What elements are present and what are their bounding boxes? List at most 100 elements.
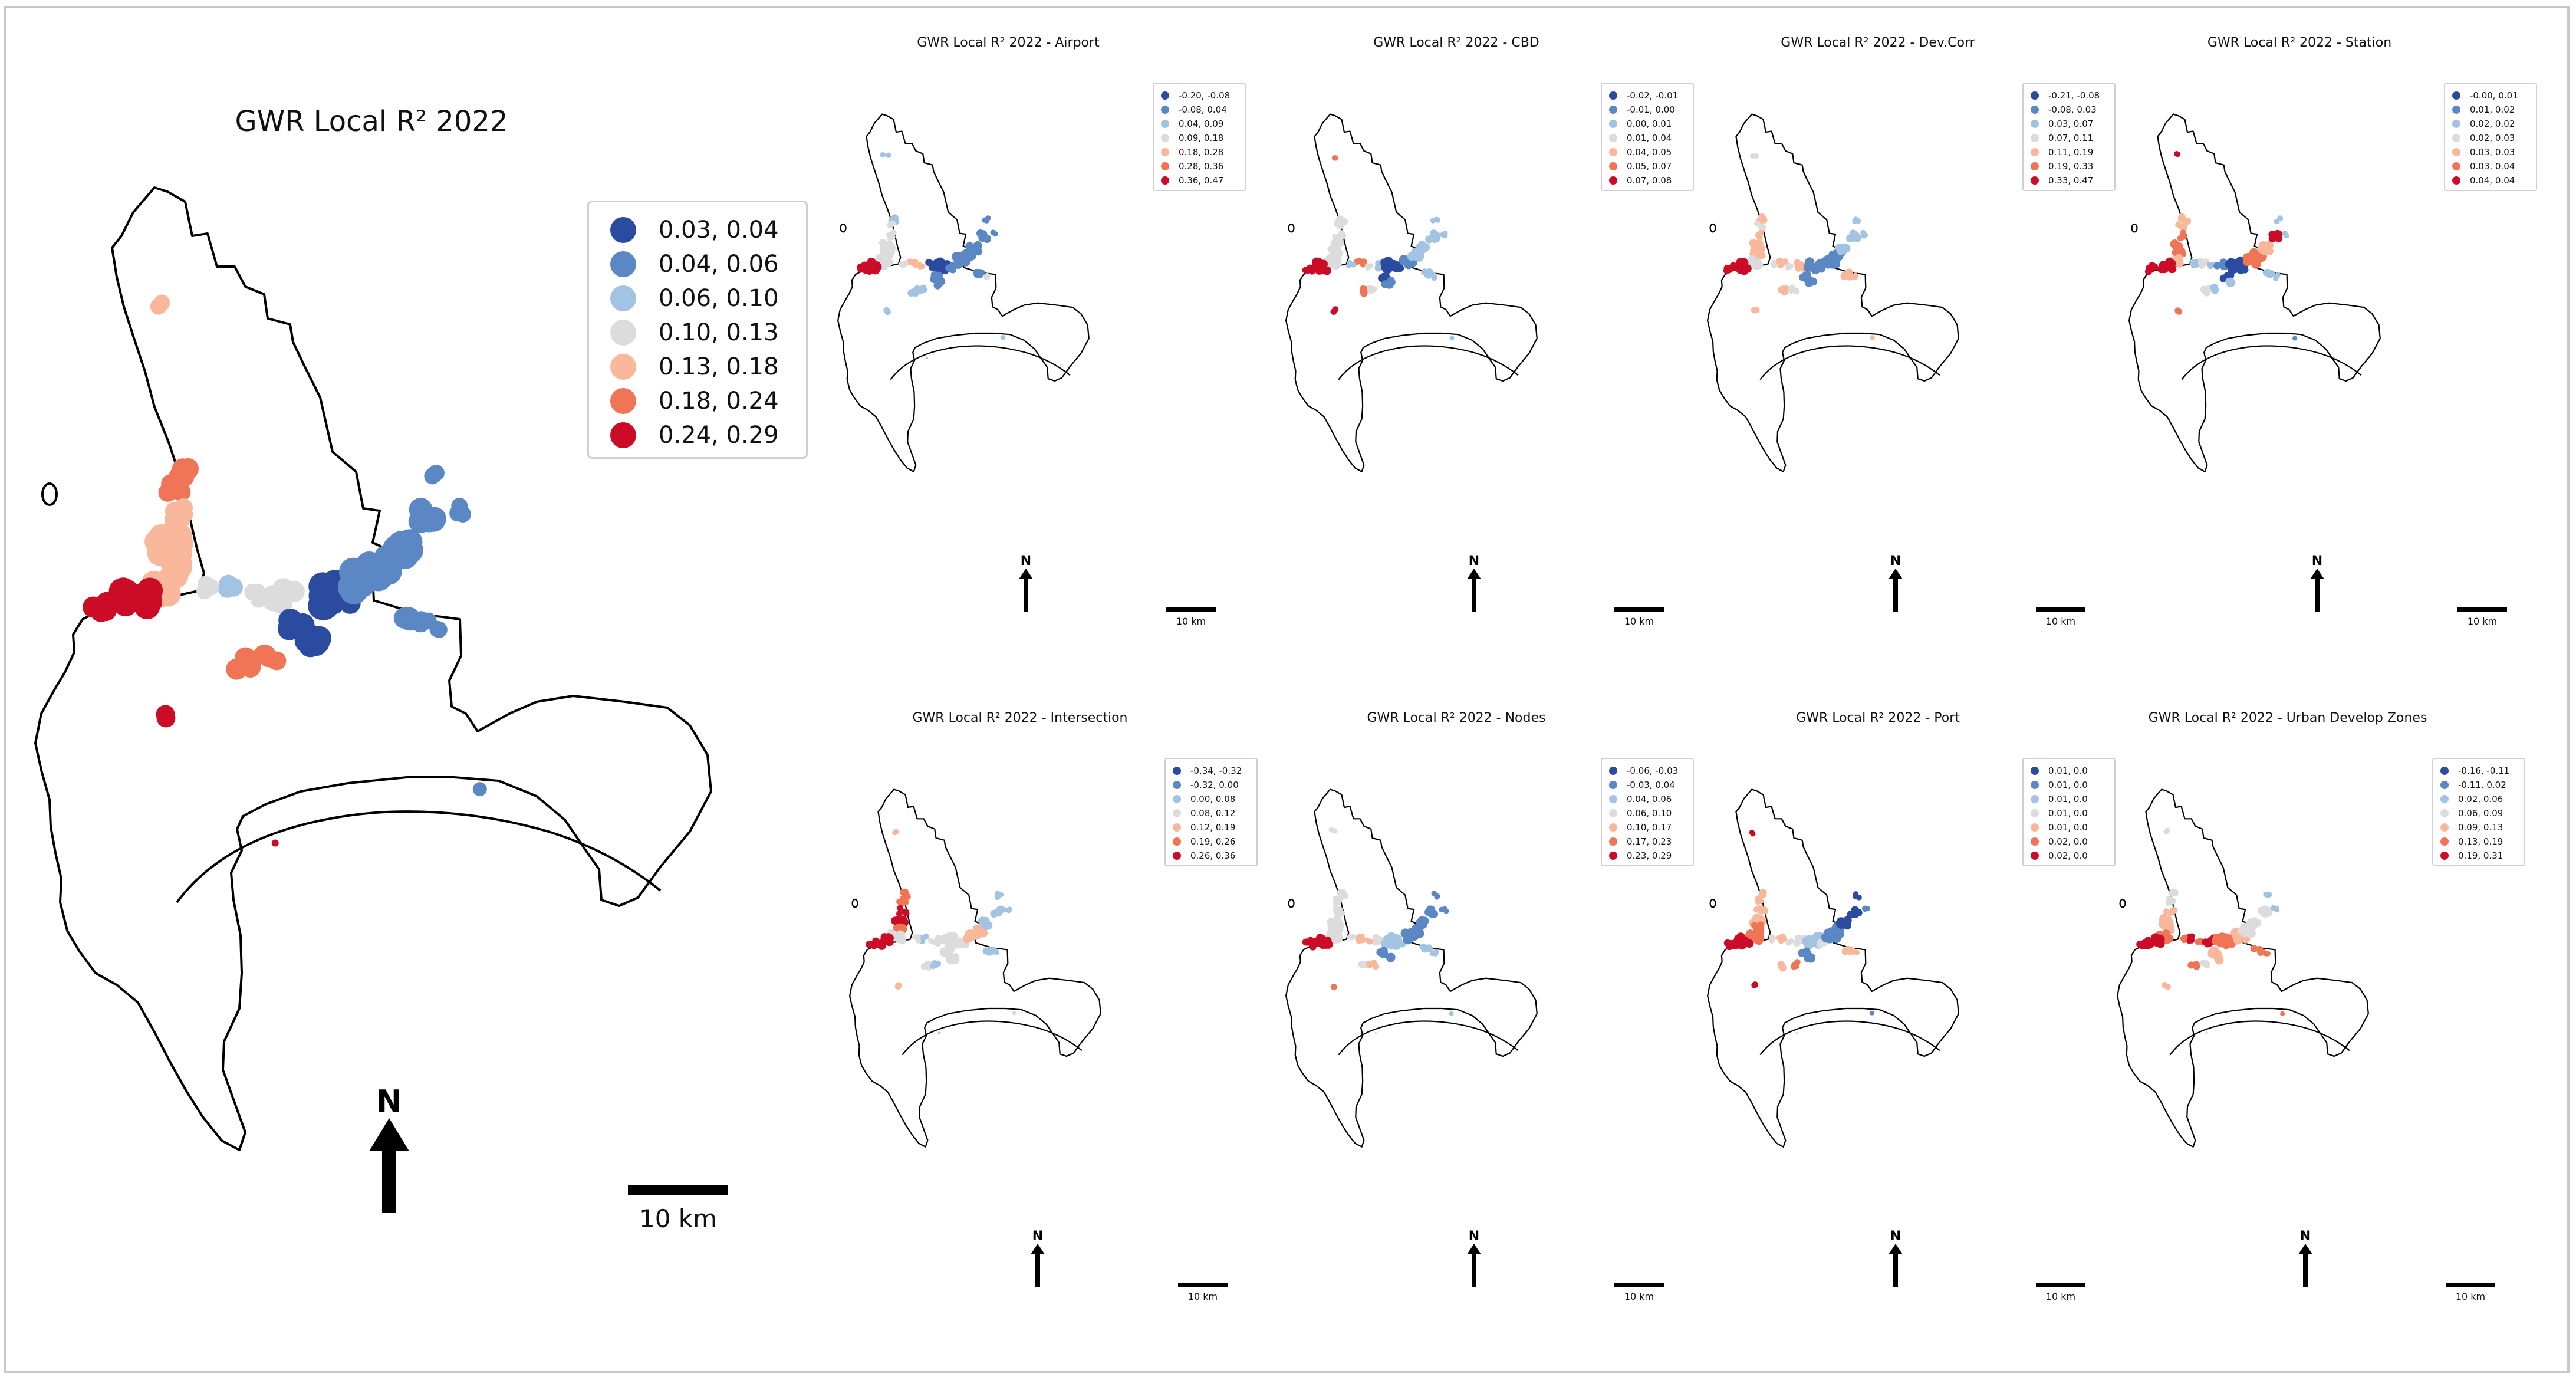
data-point	[961, 250, 970, 259]
data-point	[937, 1031, 940, 1034]
data-point	[337, 573, 366, 602]
north-label: N	[1468, 554, 1480, 569]
legend-entry: -0.08, 0.03	[2031, 103, 2114, 117]
data-point	[1006, 907, 1012, 914]
legend-entry: 0.12, 0.19	[1173, 820, 1256, 834]
data-point	[897, 905, 904, 912]
panel-airport: GWR Local R² 2022 - Airport -0.20, -0.08-…	[831, 24, 1268, 661]
data-point	[2176, 308, 2183, 315]
legend-entry: 0.18, 0.28	[1161, 145, 1245, 159]
main-map	[34, 186, 712, 1151]
data-point	[1338, 230, 1345, 236]
legend-entry: 0.19, 0.33	[2031, 159, 2114, 173]
data-point	[2203, 962, 2210, 969]
data-point	[1835, 918, 1845, 928]
data-point	[915, 934, 921, 940]
data-point	[2277, 215, 2283, 221]
data-point	[1334, 934, 1343, 944]
data-point	[1426, 945, 1433, 952]
data-point	[1399, 256, 1409, 266]
island	[2119, 898, 2126, 908]
panel-legend: -0.21, -0.08 -0.08, 0.03 0.03, 0.07 0.07, 0…	[2022, 83, 2116, 191]
legend-entry: 0.00, 0.08	[1173, 792, 1256, 806]
legend-marker-icon	[1609, 148, 1617, 156]
data-point	[1415, 929, 1424, 938]
data-point	[1836, 245, 1845, 254]
legend-label: 0.19, 0.31	[2458, 850, 2503, 861]
data-point	[2150, 263, 2159, 271]
data-point	[2240, 928, 2249, 937]
data-point	[1330, 308, 1337, 315]
legend-entry: 0.01, 0.02	[2452, 103, 2536, 117]
data-point	[2161, 922, 2169, 930]
legend-marker-icon	[2440, 809, 2449, 817]
data-point	[1751, 307, 1758, 314]
legend-marker-icon	[2031, 809, 2039, 817]
north-arrow-icon	[1019, 569, 1033, 612]
island	[1709, 898, 1716, 908]
city-boundary	[2128, 113, 2381, 472]
legend-label: 0.08, 0.12	[1190, 808, 1236, 819]
legend-label: 0.18, 0.28	[1179, 147, 1224, 157]
panel-map	[1285, 113, 1538, 472]
data-point	[1870, 335, 1875, 340]
legend-marker-icon	[1609, 106, 1617, 114]
panel-map	[849, 788, 1101, 1148]
legend-label: -0.32, 0.00	[1190, 780, 1239, 790]
legend-entry: 0.01, 0.0	[2031, 778, 2114, 792]
data-point	[2274, 273, 2279, 280]
panel-title: GWR Local R² 2022 - Dev.Corr	[1781, 35, 1975, 50]
data-point	[267, 651, 287, 671]
data-point	[1778, 937, 1785, 944]
legend-label: 0.06, 0.10	[1627, 808, 1672, 819]
data-point	[2204, 285, 2212, 293]
panel-title: GWR Local R² 2022 - Port	[1796, 711, 1960, 725]
scale-label: 10 km	[2045, 616, 2076, 627]
north-arrow: N	[1020, 1230, 1055, 1290]
scale-bar-icon	[2036, 1283, 2085, 1287]
legend-entry: 0.05, 0.07	[1609, 159, 1693, 173]
legend-marker-icon	[2452, 106, 2460, 114]
data-point	[2216, 956, 2224, 964]
panel-title: GWR Local R² 2022 - Nodes	[1367, 711, 1546, 725]
legend-marker-icon	[1173, 767, 1181, 775]
data-point	[1731, 942, 1739, 950]
data-point	[2190, 262, 2197, 269]
legend-label: 0.01, 0.0	[2048, 822, 2088, 833]
data-point	[1012, 1010, 1017, 1016]
data-point	[1309, 943, 1317, 951]
data-point	[1843, 921, 1851, 930]
data-point	[885, 934, 894, 942]
data-point	[1303, 938, 1311, 946]
legend-marker-icon	[2031, 852, 2039, 860]
data-point	[2197, 258, 2205, 265]
data-point	[983, 235, 991, 244]
data-point	[951, 252, 961, 262]
legend-label: 0.02, 0.02	[2470, 119, 2515, 129]
legend-marker-icon	[2440, 767, 2449, 775]
panel-legend: -0.02, -0.01 -0.01, 0.00 0.00, 0.01 0.01, 0…	[1601, 83, 1694, 191]
legend-label: 0.36, 0.47	[1179, 175, 1224, 186]
data-point	[872, 937, 880, 945]
legend-marker-icon	[1609, 837, 1617, 846]
north-arrow-icon	[369, 1118, 409, 1213]
north-arrow: N	[2288, 1230, 2323, 1290]
data-point	[900, 888, 907, 896]
legend-entry: 0.24, 0.29	[610, 418, 806, 452]
data-point	[2164, 983, 2171, 990]
data-point	[219, 574, 238, 594]
data-point	[880, 152, 886, 158]
data-point	[1419, 917, 1427, 926]
legend-entry: 0.00, 0.01	[1609, 117, 1693, 131]
legend-label: 0.01, 0.02	[2470, 104, 2515, 115]
north-label: N	[2311, 554, 2323, 569]
data-point	[1804, 259, 1814, 270]
legend-marker-icon	[2031, 91, 2039, 100]
data-point	[1424, 271, 1432, 278]
legend-entry: 0.36, 0.47	[1161, 173, 1245, 188]
north-arrow-icon	[1031, 1244, 1045, 1287]
data-point	[2284, 232, 2289, 239]
coastline	[2169, 1020, 2350, 1056]
legend-entry: 0.11, 0.19	[2031, 145, 2114, 159]
legend-entry: -0.01, 0.00	[1609, 103, 1693, 117]
